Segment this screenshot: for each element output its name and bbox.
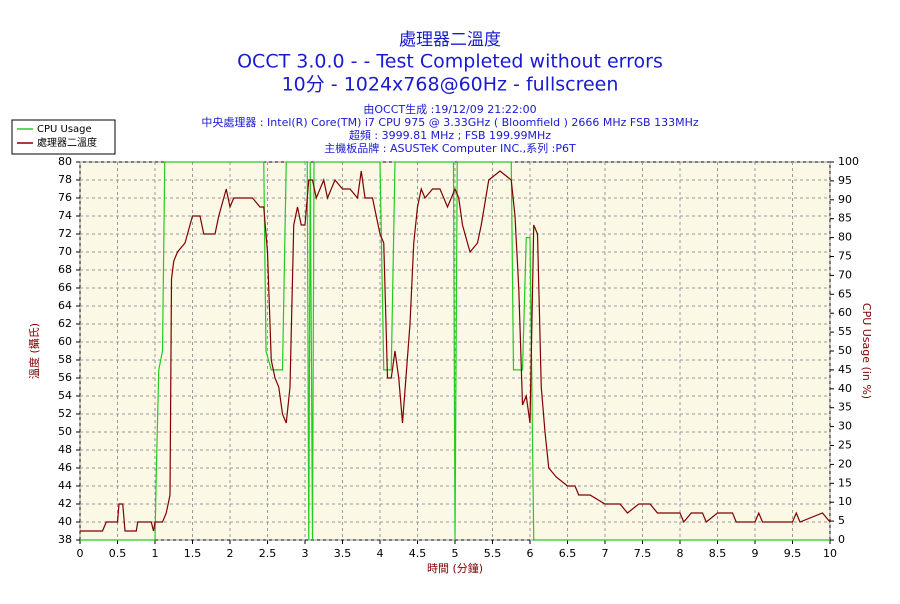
y-tick-label: 40 xyxy=(58,515,72,528)
x-axis-label: 時間 (分鐘) xyxy=(427,561,483,575)
x-tick-label: 2.5 xyxy=(259,547,277,560)
x-tick-label: 0 xyxy=(77,547,84,560)
x-tick-label: 4 xyxy=(377,547,384,560)
y-tick-label: 66 xyxy=(58,281,72,294)
x-tick-label: 1.5 xyxy=(184,547,202,560)
y-tick-label: 58 xyxy=(58,353,72,366)
y2-tick-label: 15 xyxy=(838,476,852,489)
x-tick-label: 3.5 xyxy=(334,547,352,560)
y2-tick-label: 95 xyxy=(838,174,852,187)
y2-tick-label: 10 xyxy=(838,495,852,508)
x-tick-label: 8 xyxy=(677,547,684,560)
y2-tick-label: 60 xyxy=(838,306,852,319)
y-tick-label: 60 xyxy=(58,335,72,348)
chart-title: 10分 - 1024x768@60Hz - fullscreen xyxy=(282,74,619,96)
y2-tick-label: 25 xyxy=(838,439,852,452)
y-tick-label: 74 xyxy=(58,209,72,222)
y-tick-label: 50 xyxy=(58,425,72,438)
y-tick-label: 46 xyxy=(58,461,72,474)
x-tick-label: 7 xyxy=(602,547,609,560)
y-tick-label: 38 xyxy=(58,533,72,546)
data-line xyxy=(80,170,831,532)
legend-label: 處理器二溫度 xyxy=(37,136,97,149)
y-tick-label: 48 xyxy=(58,443,72,456)
y-tick-label: 44 xyxy=(58,479,72,492)
subtitle: 由OCCT生成 :19/12/09 21:22:00 xyxy=(363,102,536,116)
y-tick-label: 68 xyxy=(58,263,72,276)
subtitle: 中央處理器 : Intel(R) Core(TM) i7 CPU 975 @ 3… xyxy=(201,115,699,129)
y2-tick-label: 50 xyxy=(838,344,852,357)
x-tick-label: 6.5 xyxy=(559,547,577,560)
x-tick-label: 4.5 xyxy=(409,547,427,560)
chart-title: OCCT 3.0.0 - - Test Completed without er… xyxy=(237,51,663,73)
y2-tick-label: 75 xyxy=(838,250,852,263)
y2-tick-label: 20 xyxy=(838,457,852,470)
y-tick-label: 62 xyxy=(58,317,72,330)
x-tick-label: 1 xyxy=(152,547,159,560)
y2-tick-label: 90 xyxy=(838,193,852,206)
x-tick-label: 10 xyxy=(823,547,837,560)
x-tick-label: 5 xyxy=(452,547,459,560)
y-tick-label: 78 xyxy=(58,173,72,186)
y2-tick-label: 65 xyxy=(838,287,852,300)
y2-tick-label: 80 xyxy=(838,231,852,244)
y-axis-label: 溫度 (攝氏) xyxy=(27,323,41,379)
y2-tick-label: 85 xyxy=(838,212,852,225)
y-tick-label: 56 xyxy=(58,371,72,384)
chart-title: 處理器二溫度 xyxy=(399,30,501,50)
y-tick-label: 72 xyxy=(58,227,72,240)
y-tick-label: 64 xyxy=(58,299,72,312)
y-tick-label: 70 xyxy=(58,245,72,258)
legend xyxy=(11,119,116,155)
legend-label: CPU Usage xyxy=(37,124,92,135)
y-tick-label: 52 xyxy=(58,407,72,420)
y2-tick-label: 55 xyxy=(838,325,852,338)
y2-tick-label: 45 xyxy=(838,363,852,376)
x-tick-label: 9.5 xyxy=(784,547,802,560)
x-tick-label: 7.5 xyxy=(634,547,652,560)
x-tick-label: 3 xyxy=(302,547,309,560)
data-line xyxy=(80,161,830,541)
y2-tick-label: 35 xyxy=(838,401,852,414)
y2-tick-label: 0 xyxy=(838,533,845,546)
y2-tick-label: 30 xyxy=(838,420,852,433)
y2-tick-label: 5 xyxy=(838,514,845,527)
y-tick-label: 80 xyxy=(58,155,72,168)
x-tick-label: 2 xyxy=(227,547,234,560)
y-tick-label: 42 xyxy=(58,497,72,510)
subtitle: 主機板品牌 : ASUSTeK Computer INC.,系列 :P6T xyxy=(324,141,576,155)
x-tick-label: 5.5 xyxy=(484,547,502,560)
x-tick-label: 6 xyxy=(527,547,534,560)
x-tick-label: 0.5 xyxy=(109,547,127,560)
y2-tick-label: 40 xyxy=(838,382,852,395)
x-tick-label: 8.5 xyxy=(709,547,727,560)
y2-tick-label: 70 xyxy=(838,268,852,281)
y2-axis-label: CPU Usage (in %) xyxy=(860,303,873,399)
subtitle: 超頻 : 3999.81 MHz ; FSB 199.99MHz xyxy=(349,128,551,142)
y-tick-label: 54 xyxy=(58,389,72,402)
y-tick-label: 76 xyxy=(58,191,72,204)
y2-tick-label: 100 xyxy=(838,155,859,168)
x-tick-label: 9 xyxy=(752,547,759,560)
